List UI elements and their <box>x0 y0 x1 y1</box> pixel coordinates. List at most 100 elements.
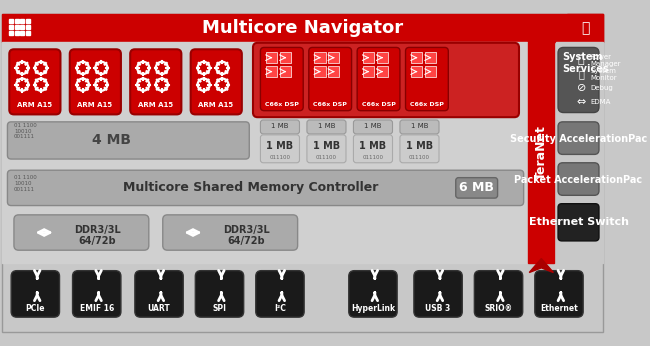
Bar <box>425 52 436 63</box>
Circle shape <box>200 64 208 72</box>
Circle shape <box>218 64 226 72</box>
Text: 1 MB: 1 MB <box>318 124 335 129</box>
FancyBboxPatch shape <box>73 271 121 317</box>
Text: UART: UART <box>148 304 170 313</box>
Text: C66x DSP: C66x DSP <box>265 102 299 107</box>
FancyBboxPatch shape <box>130 49 181 115</box>
FancyBboxPatch shape <box>357 47 400 111</box>
Circle shape <box>95 78 108 91</box>
Circle shape <box>216 78 229 91</box>
FancyBboxPatch shape <box>307 120 346 134</box>
FancyBboxPatch shape <box>414 271 462 317</box>
FancyBboxPatch shape <box>558 122 599 154</box>
Text: ARM A15: ARM A15 <box>198 102 233 108</box>
FancyBboxPatch shape <box>195 271 244 317</box>
FancyBboxPatch shape <box>558 163 599 195</box>
Text: 🔌: 🔌 <box>581 21 589 35</box>
FancyBboxPatch shape <box>307 135 346 163</box>
Circle shape <box>98 81 105 89</box>
Text: 011100: 011100 <box>270 155 291 160</box>
Circle shape <box>16 78 29 91</box>
Bar <box>363 66 374 77</box>
Circle shape <box>136 61 150 74</box>
Circle shape <box>76 61 89 74</box>
FancyBboxPatch shape <box>256 271 304 317</box>
Circle shape <box>136 78 150 91</box>
FancyBboxPatch shape <box>261 47 303 111</box>
Bar <box>363 52 374 63</box>
Circle shape <box>79 81 87 89</box>
FancyBboxPatch shape <box>11 271 60 317</box>
Text: 4 MB: 4 MB <box>92 133 131 146</box>
Circle shape <box>200 81 208 89</box>
FancyBboxPatch shape <box>309 47 352 111</box>
Circle shape <box>218 81 226 89</box>
Circle shape <box>34 61 47 74</box>
Text: 011100: 011100 <box>316 155 337 160</box>
FancyBboxPatch shape <box>354 135 393 163</box>
Circle shape <box>158 81 166 89</box>
Text: DDR3/3L: DDR3/3L <box>223 225 270 235</box>
FancyBboxPatch shape <box>14 215 149 250</box>
Text: Packet AccelerationPac: Packet AccelerationPac <box>514 174 643 184</box>
Text: 64/72b: 64/72b <box>227 236 265 246</box>
Circle shape <box>79 64 87 72</box>
Text: C66x DSP: C66x DSP <box>313 102 347 107</box>
Text: 1 MB: 1 MB <box>406 141 433 151</box>
Bar <box>411 52 422 63</box>
Text: ARM A15: ARM A15 <box>138 102 173 108</box>
FancyBboxPatch shape <box>7 122 249 159</box>
Text: C66x DSP: C66x DSP <box>361 102 395 107</box>
Text: C66x DSP: C66x DSP <box>410 102 444 107</box>
Circle shape <box>197 78 210 91</box>
Text: ARM A15: ARM A15 <box>17 102 52 108</box>
Text: 6 MB: 6 MB <box>459 181 493 194</box>
FancyBboxPatch shape <box>400 135 439 163</box>
Text: 1 MB: 1 MB <box>313 141 340 151</box>
FancyBboxPatch shape <box>135 271 183 317</box>
Text: System
Monitor: System Monitor <box>591 68 618 81</box>
FancyBboxPatch shape <box>474 271 523 317</box>
FancyBboxPatch shape <box>400 120 439 134</box>
Bar <box>328 52 339 63</box>
Text: Ethernet Switch: Ethernet Switch <box>528 217 629 227</box>
Bar <box>2 14 603 42</box>
Text: ARM A15: ARM A15 <box>77 102 112 108</box>
Bar <box>528 42 554 263</box>
Text: Debug: Debug <box>591 85 614 91</box>
Text: 01 1100
10010
001111: 01 1100 10010 001111 <box>14 123 36 139</box>
Bar <box>567 14 603 42</box>
FancyBboxPatch shape <box>7 170 524 206</box>
Text: DDR3/3L: DDR3/3L <box>74 225 121 235</box>
Circle shape <box>37 64 45 72</box>
Bar <box>556 42 603 263</box>
Text: EDMA: EDMA <box>591 99 611 105</box>
Text: SPI: SPI <box>213 304 226 313</box>
Bar <box>266 52 277 63</box>
FancyBboxPatch shape <box>261 120 300 134</box>
FancyBboxPatch shape <box>261 135 300 163</box>
Circle shape <box>155 61 168 74</box>
Text: I²C: I²C <box>274 304 286 313</box>
Circle shape <box>18 64 27 72</box>
Text: 1 MB: 1 MB <box>411 124 428 129</box>
Circle shape <box>158 64 166 72</box>
Circle shape <box>95 61 108 74</box>
Text: ⊘: ⊘ <box>577 83 586 93</box>
FancyBboxPatch shape <box>9 49 60 115</box>
Text: ⇔: ⇔ <box>577 97 586 107</box>
Circle shape <box>197 61 210 74</box>
FancyBboxPatch shape <box>253 43 519 117</box>
FancyBboxPatch shape <box>70 49 121 115</box>
Bar <box>425 66 436 77</box>
Text: Multicore Shared Memory Controller: Multicore Shared Memory Controller <box>124 181 379 194</box>
Text: 1 MB: 1 MB <box>359 141 387 151</box>
Text: 1 MB: 1 MB <box>266 141 294 151</box>
Text: Power
Manager: Power Manager <box>591 54 621 67</box>
Bar <box>315 52 326 63</box>
Text: 011100: 011100 <box>363 155 384 160</box>
Text: EMIF 16: EMIF 16 <box>79 304 114 313</box>
Text: HyperLink: HyperLink <box>351 304 395 313</box>
Bar <box>2 42 527 263</box>
FancyBboxPatch shape <box>558 47 599 112</box>
